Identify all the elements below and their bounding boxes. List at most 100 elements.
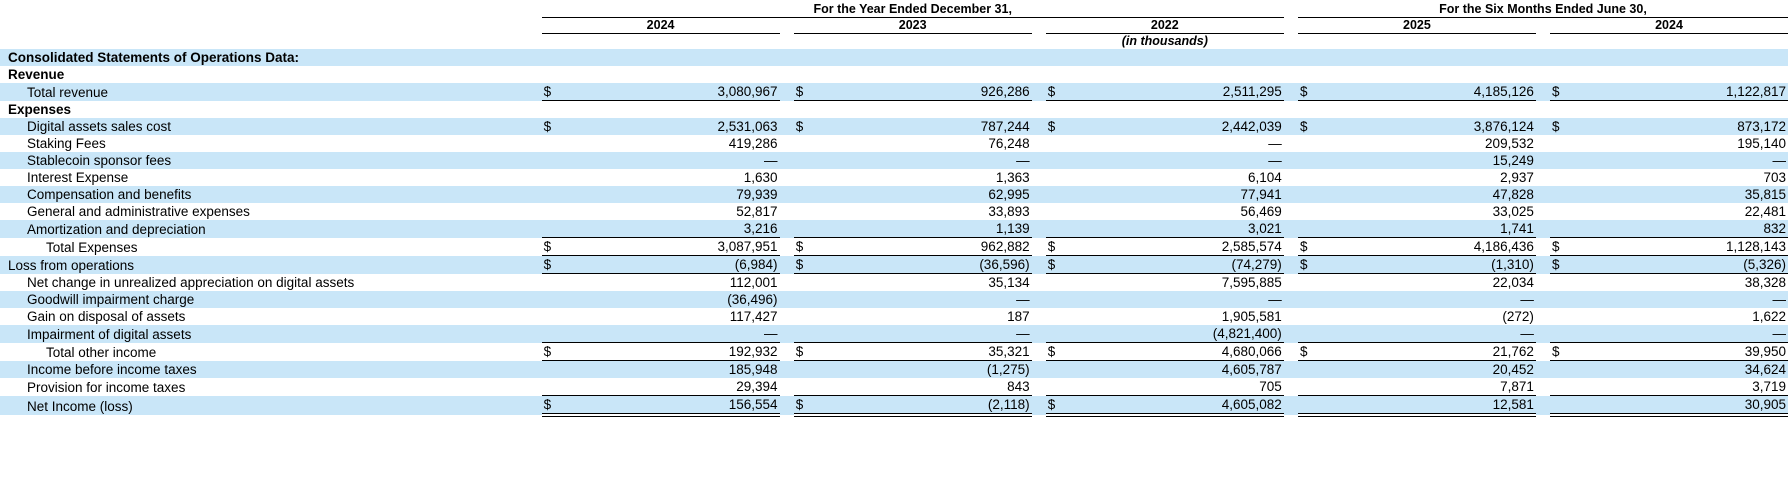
dollar-sign [1298, 274, 1336, 292]
cell-value [1336, 66, 1535, 83]
dollar-sign [1298, 308, 1336, 325]
row-label: Stablecoin sponsor fees [0, 152, 542, 169]
dollar-sign [794, 152, 832, 169]
column-gap [1032, 66, 1046, 83]
dollar-sign [794, 378, 832, 396]
dollar-sign [1550, 66, 1588, 83]
cell-value: (36,596) [832, 256, 1031, 274]
dollar-sign [1046, 186, 1084, 203]
dollar-sign [794, 308, 832, 325]
dollar-sign: $ [1298, 256, 1336, 274]
dollar-sign [1298, 101, 1336, 119]
dollar-sign: $ [1298, 118, 1336, 135]
column-gap [1284, 186, 1298, 203]
dollar-sign [1298, 203, 1336, 220]
table-row: Staking Fees 419,286 76,248 — 209,532 19… [0, 135, 1788, 152]
table-row: Consolidated Statements of Operations Da… [0, 49, 1788, 66]
column-gap [1536, 220, 1550, 238]
dollar-sign [794, 291, 832, 308]
row-label: Goodwill impairment charge [0, 291, 542, 308]
dollar-sign: $ [794, 238, 832, 256]
dollar-sign: $ [1298, 238, 1336, 256]
column-gap [1536, 49, 1550, 66]
cell-value [832, 49, 1031, 66]
dollar-sign [542, 49, 580, 66]
column-gap [1284, 256, 1298, 274]
table-row: Loss from operations $ (6,984) $ (36,596… [0, 256, 1788, 274]
dollar-sign [542, 66, 580, 83]
operations-table: For the Year Ended December 31, For the … [0, 2, 1788, 417]
dollar-sign: $ [1550, 238, 1588, 256]
column-gap [780, 274, 794, 292]
column-gap [1032, 396, 1046, 416]
cell-value: 22,034 [1336, 274, 1535, 292]
dollar-sign [794, 361, 832, 379]
dollar-sign [1046, 308, 1084, 325]
dollar-sign: $ [794, 83, 832, 101]
row-label: Total Expenses [0, 238, 542, 256]
dollar-sign: $ [542, 343, 580, 361]
column-gap [1536, 343, 1550, 361]
cell-value: 1,128,143 [1589, 238, 1788, 256]
column-gap [1284, 18, 1298, 34]
cell-value: 4,185,126 [1336, 83, 1535, 101]
table-row: Compensation and benefits 79,939 62,995 … [0, 186, 1788, 203]
dollar-sign [1550, 186, 1588, 203]
dollar-sign [1298, 291, 1336, 308]
dollar-sign: $ [1550, 343, 1588, 361]
dollar-sign: $ [794, 256, 832, 274]
cell-value: 962,882 [832, 238, 1031, 256]
cell-value: (74,279) [1084, 256, 1284, 274]
column-gap [1032, 18, 1046, 34]
dollar-sign [542, 203, 580, 220]
table-row: General and administrative expenses 52,8… [0, 203, 1788, 220]
year-column-header: 2023 [794, 18, 1032, 34]
column-gap [1032, 83, 1046, 101]
dollar-sign [1298, 378, 1336, 396]
column-gap [1536, 396, 1550, 416]
dollar-sign: $ [794, 118, 832, 135]
cell-value: 7,595,885 [1084, 274, 1284, 292]
cell-value: — [1589, 152, 1788, 169]
cell-value: — [832, 152, 1031, 169]
column-gap [1536, 152, 1550, 169]
cell-value: 4,680,066 [1084, 343, 1284, 361]
header-spacer [0, 34, 542, 50]
row-label: Amortization and depreciation [0, 220, 542, 238]
table-row: Digital assets sales cost $ 2,531,063 $ … [0, 118, 1788, 135]
cell-value: 1,139 [832, 220, 1031, 238]
cell-value: — [580, 152, 779, 169]
dollar-sign [1046, 361, 1084, 379]
dollar-sign [1046, 203, 1084, 220]
row-label: Digital assets sales cost [0, 118, 542, 135]
header-spacer [0, 2, 542, 18]
table-row: Total other income $ 192,932 $ 35,321 $ … [0, 343, 1788, 361]
dollar-sign: $ [1550, 118, 1588, 135]
table-row: Interest Expense 1,630 1,363 6,104 2,937… [0, 169, 1788, 186]
dollar-sign [1550, 274, 1588, 292]
cell-value: 2,531,063 [580, 118, 779, 135]
column-gap [1284, 396, 1298, 416]
dollar-sign [1046, 291, 1084, 308]
table-row: Amortization and depreciation 3,216 1,13… [0, 220, 1788, 238]
dollar-sign: $ [1046, 343, 1084, 361]
dollar-sign [1298, 169, 1336, 186]
column-gap [780, 220, 794, 238]
column-gap [1284, 238, 1298, 256]
cell-value [832, 66, 1031, 83]
column-gap [1536, 83, 1550, 101]
column-gap [780, 101, 794, 119]
cell-value: 33,893 [832, 203, 1031, 220]
cell-value: 52,817 [580, 203, 779, 220]
cell-value [1589, 101, 1788, 119]
cell-value: 187 [832, 308, 1031, 325]
cell-value: 2,585,574 [1084, 238, 1284, 256]
column-gap [1284, 203, 1298, 220]
dollar-sign [1298, 361, 1336, 379]
cell-value: 4,605,787 [1084, 361, 1284, 379]
header-period-group-year: For the Year Ended December 31, [542, 2, 1284, 18]
dollar-sign: $ [1046, 256, 1084, 274]
row-label: Income before income taxes [0, 361, 542, 379]
column-gap [1536, 66, 1550, 83]
column-gap [780, 169, 794, 186]
